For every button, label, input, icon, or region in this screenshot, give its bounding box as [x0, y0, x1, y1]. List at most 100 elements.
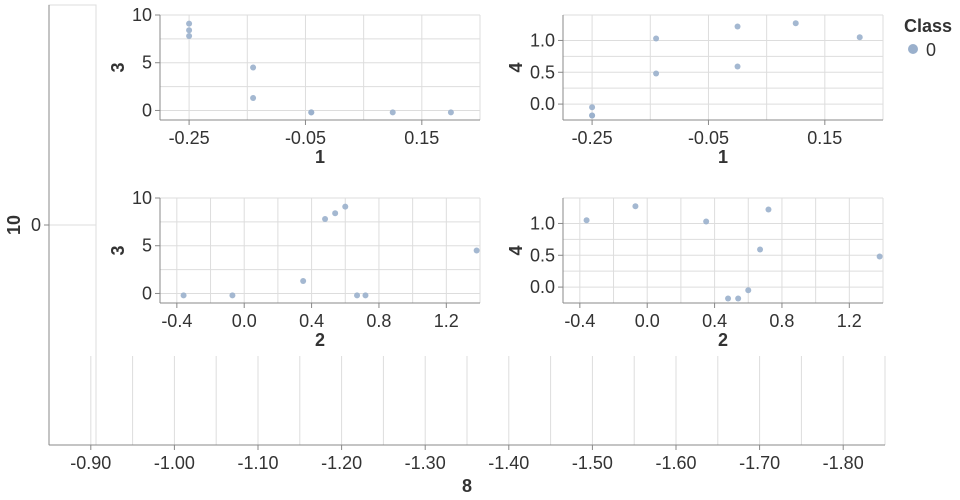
x-tick-label-5: -1.40	[488, 453, 529, 473]
x-tick-label-1: -0.05	[285, 128, 326, 148]
scatter-point-2	[300, 278, 307, 285]
ticks: -0.4 0.0 0.4 0.8 1.2 0.0 0.5 1.0	[530, 213, 862, 331]
y-tick-label-0: 0	[31, 215, 41, 235]
scatter-point-8	[876, 253, 883, 260]
gridlines	[160, 14, 481, 120]
y-axis-title: 3	[108, 62, 128, 72]
x-tick-label-0: -0.4	[564, 311, 595, 331]
x-tick-label-6: -1.50	[572, 453, 613, 473]
ticks: -0.25 -0.05 0.15 0 5 10	[132, 5, 439, 148]
scatter-point-0	[180, 292, 187, 299]
x-tick-label-3: 0.8	[366, 311, 391, 331]
scatter-point-4	[653, 70, 660, 77]
x-gridlines	[90, 356, 886, 445]
scatter-point-6	[354, 292, 361, 299]
x-tick-label-3: 0.8	[769, 311, 794, 331]
scatter-point-8	[856, 34, 863, 41]
y-tick-label-0: 0	[142, 283, 152, 303]
x-axis-title: 2	[315, 330, 325, 350]
y-axis-title: 3	[108, 245, 128, 255]
scatter-point-4	[735, 295, 742, 302]
x-tick-label-3: -1.20	[321, 453, 362, 473]
x-tick-label-2: 0.4	[299, 311, 324, 331]
points	[589, 20, 863, 119]
x-tick-label-4: 1.2	[434, 311, 459, 331]
ticks: -0.25 -0.05 0.15 0.0 0.5 1.0	[530, 30, 842, 148]
x-axis-title: 1	[315, 147, 325, 167]
x-tick-label-1: -0.05	[688, 128, 729, 148]
scatter-point-1	[632, 203, 639, 210]
x-tick-label-1: 0.0	[635, 311, 660, 331]
legend-title: Class	[904, 16, 952, 36]
scatter-point-2	[186, 33, 193, 39]
points	[583, 203, 883, 302]
points	[180, 203, 480, 299]
x-tick-label-9: -1.80	[823, 453, 864, 473]
y-tick-label-0: 0.0	[530, 277, 555, 297]
scatter-point-2	[589, 112, 596, 119]
scatter-point-3	[725, 295, 732, 302]
x-axis-title: 2	[718, 330, 728, 350]
y-axis-title: 4	[506, 245, 526, 255]
y-tick-label-2: 10	[132, 5, 152, 25]
x-tick-label-8: -1.70	[739, 453, 780, 473]
y-tick-label-1: 0.5	[530, 245, 555, 265]
scatter-point-6	[308, 109, 315, 116]
scatter-point-5	[734, 23, 741, 30]
x-tick-label-2: 0.4	[702, 311, 727, 331]
x-tick-label-7: -1.60	[655, 453, 696, 473]
scatter-point-0	[186, 20, 193, 27]
x-tick-label-0: -0.25	[169, 128, 210, 148]
y-tick-label-0: 0	[142, 100, 152, 120]
scatter-point-0	[589, 104, 596, 111]
x-tick-label-4: -1.30	[405, 453, 446, 473]
x-tick-label-4: 1.2	[837, 311, 862, 331]
scatter-point-5	[745, 287, 752, 294]
scatter-point-7	[792, 20, 799, 27]
panel-4-vs-2: -0.4 0.0 0.4 0.8 1.2 0.0 0.5 1.0 2 4	[506, 197, 884, 350]
gridlines	[563, 197, 884, 303]
scatter-point-8	[447, 109, 454, 116]
ticks: -0.4 0.0 0.4 0.8 1.2 0 5 10	[132, 188, 459, 331]
y-axis-title: 4	[506, 62, 526, 72]
x-tick-label-0: -0.4	[161, 311, 192, 331]
points	[186, 20, 454, 116]
scatter-point-8	[473, 247, 480, 254]
y-tick-label-0: 0.0	[530, 94, 555, 114]
scatter-point-3	[250, 64, 257, 71]
panel-3-vs-2: -0.4 0.0 0.4 0.8 1.2 0 5 10 2 3	[108, 188, 481, 350]
x-axis-title: 8	[462, 476, 472, 496]
scatter-point-7	[389, 109, 396, 116]
scatter-point-6	[757, 246, 764, 253]
scatter-point-2	[703, 218, 710, 225]
x-tick-label-0: -0.90	[70, 453, 111, 473]
scatter-point-4	[250, 95, 257, 102]
x-tick-label-1: 0.0	[232, 311, 257, 331]
x-tick-label-2: 0.15	[807, 128, 842, 148]
scatter-point-1	[229, 292, 236, 299]
scatter-point-3	[322, 216, 329, 222]
y-tick-label-2: 1.0	[530, 30, 555, 50]
gridlines	[563, 14, 884, 120]
scatter-point-6	[734, 63, 741, 70]
legend: Class 0	[904, 16, 952, 60]
legend-label-0: 0	[926, 40, 936, 60]
y-axis-title: 10	[4, 215, 24, 235]
scatter-point-7	[362, 292, 369, 299]
scatter-point-3	[653, 35, 660, 42]
scatter-point-5	[342, 203, 349, 210]
panel-10: 0 10	[4, 4, 97, 446]
x-ticks: -0.90 -1.00 -1.10 -1.20 -1.30 -1.40 -1.50 -1.60…	[70, 445, 864, 473]
x-tick-label-2: 0.15	[404, 128, 439, 148]
gridlines	[160, 197, 481, 303]
x-tick-label-2: -1.10	[237, 453, 278, 473]
scatter-point-1	[186, 27, 193, 34]
legend-symbol-0	[908, 44, 918, 54]
y-tick-label-1: 5	[142, 236, 152, 256]
x-tick-label-1: -1.00	[154, 453, 195, 473]
y-tick-label-2: 10	[132, 188, 152, 208]
panel-8: -0.90 -1.00 -1.10 -1.20 -1.30 -1.40 -1.50 -1.60…	[49, 356, 886, 496]
panel-4-vs-1: -0.25 -0.05 0.15 0.0 0.5 1.0 1 4	[506, 14, 884, 167]
panel-3-vs-1: -0.25 -0.05 0.15 0 5 10 1 3	[108, 5, 481, 167]
